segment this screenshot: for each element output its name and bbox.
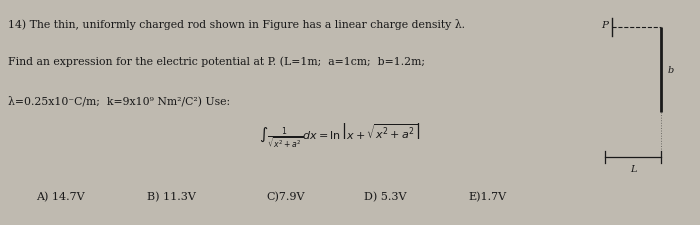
Text: B) 11.3V: B) 11.3V — [148, 191, 196, 201]
Text: P: P — [601, 21, 608, 30]
Text: D) 5.3V: D) 5.3V — [364, 191, 407, 201]
Text: E)1.7V: E)1.7V — [469, 191, 507, 201]
Text: $\int \frac{1}{\sqrt{x^2+a^2}}dx = \ln\left|x + \sqrt{x^2+a^2}\right|$: $\int \frac{1}{\sqrt{x^2+a^2}}dx = \ln\l… — [259, 122, 421, 150]
Text: C)7.9V: C)7.9V — [266, 191, 304, 201]
Text: λ=0.25x10⁻C/m;  k=9x10⁹ Nm²/C²) Use:: λ=0.25x10⁻C/m; k=9x10⁹ Nm²/C²) Use: — [8, 94, 230, 105]
Text: b: b — [668, 65, 674, 74]
Text: Find an expression for the electric potential at P. (L=1m;  a=1cm;  b=1.2m;: Find an expression for the electric pote… — [8, 57, 425, 67]
Text: 14) The thin, uniformly charged rod shown in Figure has a linear charge density : 14) The thin, uniformly charged rod show… — [8, 19, 465, 29]
Text: A) 14.7V: A) 14.7V — [36, 191, 84, 201]
Text: L: L — [630, 164, 636, 173]
